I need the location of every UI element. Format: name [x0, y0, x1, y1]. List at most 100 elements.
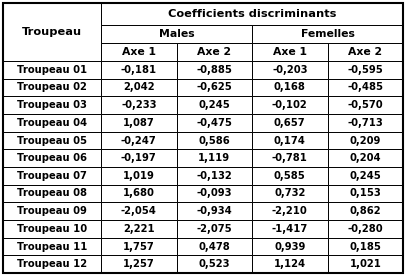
- Bar: [252, 220, 327, 238]
- Bar: [101, 114, 176, 132]
- Bar: [252, 114, 327, 132]
- Text: -2,054: -2,054: [121, 206, 156, 216]
- Text: 0,586: 0,586: [198, 136, 230, 145]
- Text: Troupeau 03: Troupeau 03: [17, 100, 87, 110]
- Text: 0,153: 0,153: [349, 189, 380, 198]
- Bar: [252, 43, 327, 61]
- Bar: [327, 202, 402, 220]
- Text: Troupeau 01: Troupeau 01: [17, 65, 87, 75]
- Text: -0,625: -0,625: [196, 83, 232, 92]
- Text: -0,233: -0,233: [121, 100, 156, 110]
- Bar: [327, 220, 402, 238]
- Text: Axe 1: Axe 1: [272, 47, 306, 57]
- Text: 2,042: 2,042: [123, 83, 154, 92]
- Text: 0,185: 0,185: [349, 242, 380, 251]
- Bar: [252, 25, 402, 43]
- Bar: [3, 220, 101, 238]
- Bar: [176, 79, 252, 96]
- Bar: [176, 96, 252, 114]
- Text: 1,680: 1,680: [123, 189, 154, 198]
- Text: 0,657: 0,657: [273, 118, 305, 128]
- Bar: [252, 61, 327, 79]
- Bar: [101, 220, 176, 238]
- Text: 1,019: 1,019: [123, 171, 154, 181]
- Bar: [101, 79, 176, 96]
- Bar: [176, 132, 252, 149]
- Bar: [176, 220, 252, 238]
- Bar: [101, 238, 176, 255]
- Text: -0,280: -0,280: [347, 224, 382, 234]
- Text: 0,245: 0,245: [198, 100, 230, 110]
- Text: Troupeau 02: Troupeau 02: [17, 83, 87, 92]
- Bar: [176, 149, 252, 167]
- Bar: [327, 43, 402, 61]
- Bar: [101, 25, 252, 43]
- Text: 0,939: 0,939: [273, 242, 305, 251]
- Text: Troupeau 12: Troupeau 12: [17, 259, 87, 269]
- Text: 0,174: 0,174: [273, 136, 305, 145]
- Text: Troupeau 11: Troupeau 11: [17, 242, 87, 251]
- Text: -0,181: -0,181: [120, 65, 156, 75]
- Bar: [327, 61, 402, 79]
- Bar: [252, 79, 327, 96]
- Bar: [3, 149, 101, 167]
- Text: 0,204: 0,204: [349, 153, 380, 163]
- Text: 1,119: 1,119: [198, 153, 230, 163]
- Text: 0,862: 0,862: [349, 206, 380, 216]
- Text: -0,102: -0,102: [271, 100, 307, 110]
- Bar: [101, 132, 176, 149]
- Bar: [176, 61, 252, 79]
- Bar: [327, 149, 402, 167]
- Bar: [176, 202, 252, 220]
- Text: Troupeau: Troupeau: [22, 27, 82, 37]
- Bar: [176, 114, 252, 132]
- Text: -0,885: -0,885: [196, 65, 232, 75]
- Bar: [327, 255, 402, 273]
- Bar: [101, 202, 176, 220]
- Bar: [176, 167, 252, 185]
- Text: Troupeau 06: Troupeau 06: [17, 153, 87, 163]
- Bar: [252, 132, 327, 149]
- Text: 1,257: 1,257: [123, 259, 154, 269]
- Bar: [3, 96, 101, 114]
- Text: Axe 2: Axe 2: [197, 47, 231, 57]
- Bar: [176, 43, 252, 61]
- Text: Coefficients discriminants: Coefficients discriminants: [167, 9, 335, 19]
- Text: 0,478: 0,478: [198, 242, 230, 251]
- Bar: [327, 114, 402, 132]
- Bar: [3, 79, 101, 96]
- Text: Axe 2: Axe 2: [347, 47, 382, 57]
- Text: -2,210: -2,210: [271, 206, 307, 216]
- Text: -0,132: -0,132: [196, 171, 232, 181]
- Bar: [327, 132, 402, 149]
- Bar: [3, 61, 101, 79]
- Bar: [3, 167, 101, 185]
- Text: -0,713: -0,713: [347, 118, 382, 128]
- Text: Axe 1: Axe 1: [122, 47, 156, 57]
- Text: Troupeau 10: Troupeau 10: [17, 224, 87, 234]
- Text: -0,203: -0,203: [271, 65, 307, 75]
- Text: 1,087: 1,087: [123, 118, 154, 128]
- Text: Troupeau 09: Troupeau 09: [17, 206, 87, 216]
- Text: -2,075: -2,075: [196, 224, 232, 234]
- Text: -0,093: -0,093: [196, 189, 232, 198]
- Text: 0,209: 0,209: [349, 136, 380, 145]
- Text: 0,585: 0,585: [273, 171, 305, 181]
- Bar: [101, 96, 176, 114]
- Text: -0,197: -0,197: [121, 153, 156, 163]
- Bar: [101, 43, 176, 61]
- Text: 0,168: 0,168: [273, 83, 305, 92]
- Bar: [327, 167, 402, 185]
- Bar: [3, 3, 101, 61]
- Text: Troupeau 05: Troupeau 05: [17, 136, 87, 145]
- Bar: [3, 238, 101, 255]
- Text: Troupeau 07: Troupeau 07: [17, 171, 87, 181]
- Bar: [327, 185, 402, 202]
- Bar: [252, 255, 327, 273]
- Text: 1,757: 1,757: [123, 242, 154, 251]
- Bar: [3, 132, 101, 149]
- Bar: [3, 255, 101, 273]
- Text: 1,021: 1,021: [349, 259, 380, 269]
- Text: -0,934: -0,934: [196, 206, 232, 216]
- Text: -0,475: -0,475: [196, 118, 232, 128]
